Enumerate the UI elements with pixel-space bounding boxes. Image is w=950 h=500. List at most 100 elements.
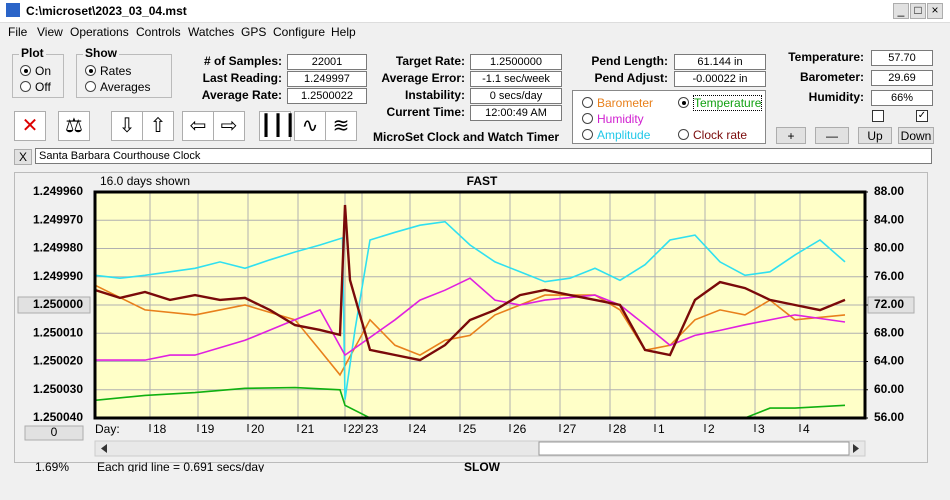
field-label: Instability: xyxy=(404,88,465,102)
radio-button[interactable] xyxy=(582,129,593,140)
field-label: Current Time: xyxy=(386,105,465,119)
toolbar-button[interactable]: ⇨ xyxy=(213,111,245,141)
offset-button-label: 0 xyxy=(51,425,58,439)
menu-item[interactable]: Configure xyxy=(273,25,326,39)
field-value: 29.69 xyxy=(871,70,933,86)
radio-button[interactable] xyxy=(20,65,31,76)
radio-label: On xyxy=(35,64,52,78)
radio-button[interactable] xyxy=(85,65,96,76)
radio-button[interactable] xyxy=(582,97,593,108)
field-value: 61.144 in xyxy=(674,54,766,70)
days-shown: 16.0 days shown xyxy=(100,174,190,188)
radio-label: Amplitude xyxy=(597,128,651,142)
menu-item[interactable]: Controls xyxy=(136,25,181,39)
scroll-thumb[interactable] xyxy=(538,441,850,456)
x-tick-label: 21 xyxy=(301,422,315,436)
field-value: 1.249997 xyxy=(287,71,367,87)
field-value: 57.70 xyxy=(871,50,933,66)
show-radio[interactable]: Averages xyxy=(85,80,150,94)
field-label: Pend Adjust: xyxy=(594,71,668,85)
plot-radio[interactable]: Off xyxy=(20,80,51,94)
x-tick-label: 20 xyxy=(251,422,265,436)
radio-button[interactable] xyxy=(678,129,689,140)
y-tick-label: 1.249960 xyxy=(33,184,83,198)
menu-item[interactable]: Help xyxy=(331,25,356,39)
toolbar-button[interactable]: ┃┃┃ xyxy=(259,111,296,141)
scroll-arrow-left[interactable] xyxy=(101,444,107,453)
adjust-button[interactable]: Up xyxy=(858,127,892,144)
series-radio[interactable]: Humidity xyxy=(582,112,644,126)
menu-item[interactable]: Watches xyxy=(188,25,235,39)
x-tick-label: 28 xyxy=(613,422,627,436)
menu-item[interactable]: Operations xyxy=(70,25,129,39)
radio-button[interactable] xyxy=(678,97,689,108)
y2-tick-label: 80.00 xyxy=(874,241,904,255)
y-tick-label: 1.250000 xyxy=(33,297,83,311)
series-line xyxy=(94,284,846,377)
y-tick-label: 1.250040 xyxy=(33,410,83,424)
radio-label: Averages xyxy=(100,80,151,94)
toolbar-button[interactable]: ≋ xyxy=(325,111,357,141)
maximize-button[interactable]: □ xyxy=(910,3,926,19)
menu-bar: File View Operations Controls Watches GPS Conf… xyxy=(0,23,950,41)
x-tick-label: 23 xyxy=(365,422,379,436)
y2-tick-label: 88.00 xyxy=(874,184,904,198)
field-label: Barometer: xyxy=(799,70,864,84)
adjust-button[interactable]: — xyxy=(815,127,849,144)
day-label: Day: xyxy=(95,422,120,436)
menu-item[interactable]: View xyxy=(37,25,63,39)
offset-button[interactable] xyxy=(24,425,84,441)
radio-label: Humidity xyxy=(597,112,644,126)
menu-item[interactable]: File xyxy=(8,25,28,39)
toolbar-button[interactable]: ⇦ xyxy=(182,111,214,141)
field-label: Humidity: xyxy=(808,90,864,104)
radio-label: Rates xyxy=(100,64,132,78)
radio-button[interactable] xyxy=(85,81,96,92)
scroll-arrow-right[interactable] xyxy=(853,444,859,453)
x-tick-label: 26 xyxy=(513,422,527,436)
checkbox[interactable]: ✓ xyxy=(916,110,928,122)
plot-border xyxy=(93,190,867,420)
y-tick-label: 1.250020 xyxy=(33,354,83,368)
x-tick-label: 22 xyxy=(348,422,362,436)
series-radio[interactable]: Barometer xyxy=(582,96,653,110)
toolbar-button[interactable]: ∿ xyxy=(294,111,326,141)
show-radio[interactable]: Rates xyxy=(85,64,131,78)
x-tick-label: 18 xyxy=(153,422,167,436)
radio-label: Temperature xyxy=(693,95,763,111)
y2-tick-label: 60.00 xyxy=(874,382,904,396)
chart-title: FAST xyxy=(467,174,498,188)
adjust-button[interactable]: Down xyxy=(898,127,934,144)
toolbar-button[interactable]: ⇩ xyxy=(111,111,143,141)
minimize-button[interactable]: _ xyxy=(893,3,909,19)
series-line xyxy=(95,277,846,361)
clock-name-field: Santa Barbara Courthouse Clock xyxy=(35,148,932,164)
series-line xyxy=(94,386,846,419)
toolbar-button[interactable]: ⇧ xyxy=(142,111,174,141)
app-name: MicroSet Clock and Watch Timer xyxy=(373,130,560,144)
series-radio[interactable]: Temperature xyxy=(678,95,763,111)
adjust-button[interactable]: + xyxy=(776,127,806,144)
series-radio[interactable]: Clock rate xyxy=(678,128,747,142)
radio-button[interactable] xyxy=(582,113,593,124)
chart-subtitle: SLOW xyxy=(464,460,501,472)
app-icon xyxy=(6,3,20,17)
y-tick-label: 1.249980 xyxy=(33,241,83,255)
y2-tick-label: 76.00 xyxy=(874,269,904,283)
close-button[interactable]: × xyxy=(927,3,943,19)
plot-radio[interactable]: On xyxy=(20,64,51,78)
radio-button[interactable] xyxy=(20,81,31,92)
y-tick-label: 1.250030 xyxy=(33,382,83,396)
radio-label: Barometer xyxy=(597,96,654,110)
toolbar-button[interactable]: ✕ xyxy=(14,111,46,141)
toolbar-button[interactable]: ⚖ xyxy=(58,111,90,141)
y-tick-button[interactable] xyxy=(17,296,91,314)
series-radio[interactable]: Amplitude xyxy=(582,128,650,142)
close-clock-button[interactable]: X xyxy=(14,149,32,165)
show-group xyxy=(76,54,172,98)
series-line xyxy=(94,220,846,400)
field-value: -1.1 sec/week xyxy=(470,71,562,87)
checkbox[interactable] xyxy=(872,110,884,122)
menu-item[interactable]: GPS xyxy=(241,25,267,39)
x-tick-label: 4 xyxy=(803,422,810,436)
